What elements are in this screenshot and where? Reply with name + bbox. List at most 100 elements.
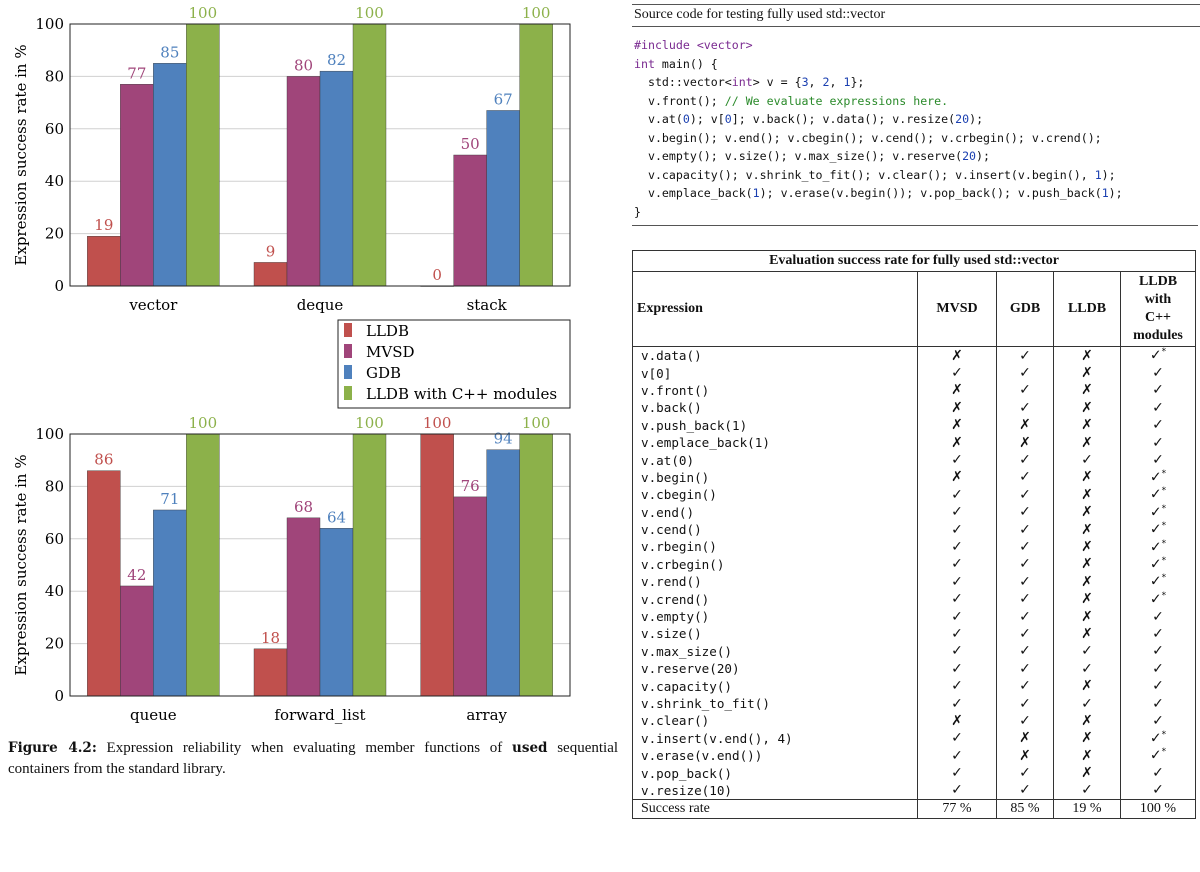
expression-cell: v.push_back(1) xyxy=(632,416,918,434)
bar-lldb-with-c-modules-forward-list xyxy=(352,433,387,697)
result-cell: ✗ xyxy=(917,346,997,365)
header-lldb: LLDB xyxy=(1053,271,1121,347)
bar-gdb-deque xyxy=(319,70,354,287)
y-tick-label: 40 xyxy=(45,582,64,600)
data-label: 100 xyxy=(355,4,384,22)
table-row: v.push_back(1) ✗ ✗ ✗ ✓ xyxy=(632,416,1196,434)
expression-cell: v.begin() xyxy=(632,468,918,487)
bar-lldb-with-c-modules-array xyxy=(519,433,553,697)
result-cell: ✗ xyxy=(1053,607,1121,626)
code-line: v.empty(); v.size(); v.max_size(); v.res… xyxy=(634,149,990,163)
table-row: v.back() ✗ ✓ ✗ ✓ xyxy=(632,399,1196,417)
code-line: v.emplace_back(1); v.erase(v.begin()); v… xyxy=(634,186,1123,200)
caption-bold-word: used xyxy=(512,740,548,756)
result-cell: ✓ xyxy=(1120,677,1196,695)
result-cell: ✓ xyxy=(917,660,997,678)
x-tick-label: deque xyxy=(297,296,344,314)
result-cell: ✓ xyxy=(1053,781,1121,800)
caption-label: Figure 4.2: xyxy=(8,740,97,756)
result-cell: ✗ xyxy=(1053,416,1121,434)
y-tick-label: 40 xyxy=(45,172,64,190)
expression-cell: v.crbegin() xyxy=(632,555,918,574)
data-label: 67 xyxy=(494,90,513,108)
result-cell: ✓ xyxy=(917,677,997,695)
result-cell: ✓ xyxy=(917,642,997,661)
result-cell: ✓ xyxy=(996,451,1054,469)
header-gdb: GDB xyxy=(996,271,1054,347)
table-row: v.clear() ✗ ✓ ✗ ✓ xyxy=(632,712,1196,730)
result-cell: ✓ xyxy=(996,520,1054,539)
table-row: v.emplace_back(1) ✗ ✗ ✗ ✓ xyxy=(632,433,1196,452)
result-cell: ✓ xyxy=(1120,399,1196,417)
result-cell: ✓ xyxy=(996,677,1054,695)
result-cell: ✓ xyxy=(996,781,1054,800)
result-cell: ✓ xyxy=(917,573,997,591)
result-cell: ✗ xyxy=(1053,468,1121,487)
data-label: 100 xyxy=(189,4,218,22)
result-cell: ✓ xyxy=(996,660,1054,678)
legend-swatch xyxy=(344,365,352,379)
bar-lldb-array xyxy=(420,433,454,697)
bar-lldb-with-c-modules-stack xyxy=(519,23,553,287)
data-label: 68 xyxy=(294,498,313,516)
result-cell: ✓ xyxy=(1120,660,1196,678)
bar-gdb-queue xyxy=(153,509,187,697)
result-cell: ✗ xyxy=(917,712,997,730)
y-tick-label: 100 xyxy=(35,425,64,443)
header-lldb-modules-text: LLDB with C++ modules xyxy=(1133,274,1183,343)
result-cell: ✓ xyxy=(996,590,1054,608)
result-cell: ✗ xyxy=(1053,503,1121,521)
result-cell: ✓* xyxy=(1120,729,1196,747)
result-cell: ✓ xyxy=(1053,642,1121,661)
x-tick-label: vector xyxy=(128,296,178,314)
expression-cell: v.end() xyxy=(632,503,918,521)
result-cell: ✗ xyxy=(1053,433,1121,452)
result-cell: ✓ xyxy=(917,486,997,504)
data-label: 0 xyxy=(432,266,442,284)
result-cell: ✓* xyxy=(1120,346,1196,365)
figure-caption: Figure 4.2: Expression reliability when … xyxy=(8,738,618,780)
table-row: v.erase(v.end()) ✓ ✗ ✗ ✓* xyxy=(632,746,1196,765)
result-cell: ✓ xyxy=(917,781,997,800)
expression-cell: v.front() xyxy=(632,381,918,400)
expression-cell: v.back() xyxy=(632,399,918,417)
y-axis-label: Expression success rate in % xyxy=(12,454,30,675)
header-expression: Expression xyxy=(632,271,918,347)
data-label: 85 xyxy=(160,43,179,61)
result-cell: ✓* xyxy=(1120,555,1196,574)
y-tick-label: 60 xyxy=(45,530,64,548)
table-row: v.size() ✓ ✓ ✗ ✓ xyxy=(632,625,1196,643)
y-tick-label: 60 xyxy=(45,120,64,138)
result-cell: ✓ xyxy=(1120,381,1196,400)
code-line: int main() { xyxy=(634,56,718,71)
header-mvsd: MVSD xyxy=(917,271,997,347)
bar-mvsd-vector xyxy=(120,84,154,287)
bar-lldb-with-c-modules-queue xyxy=(186,433,220,697)
result-cell: ✓ xyxy=(917,555,997,574)
result-cell: ✓ xyxy=(917,503,997,521)
bar-mvsd-forward-list xyxy=(286,517,321,697)
x-tick-label: array xyxy=(466,706,507,724)
table-row: v.front() ✗ ✓ ✗ ✓ xyxy=(632,381,1196,400)
legend-entry: LLDB with C++ modules xyxy=(366,385,557,403)
data-label: 64 xyxy=(327,508,346,526)
table-row: v.reserve(20) ✓ ✓ ✓ ✓ xyxy=(632,660,1196,678)
table-row: v[0] ✓ ✓ ✗ ✓ xyxy=(632,364,1196,382)
table-row: v.rend() ✓ ✓ ✗ ✓* xyxy=(632,573,1196,591)
code-line: #include <vector> xyxy=(634,38,753,52)
legend-entry: LLDB xyxy=(366,322,409,340)
result-cell: ✓ xyxy=(1120,764,1196,782)
code-line: std::vector<int> v = {3, 2, 1}; xyxy=(634,75,865,89)
footer-gdb: 85 % xyxy=(996,799,1054,820)
result-cell: ✗ xyxy=(917,399,997,417)
result-cell: ✗ xyxy=(996,416,1054,434)
bar-lldb-queue xyxy=(87,470,121,697)
result-cell: ✓ xyxy=(1120,781,1196,800)
y-tick-label: 80 xyxy=(45,477,64,495)
legend-entry: GDB xyxy=(366,364,401,382)
table-row: v.pop_back() ✓ ✓ ✗ ✓ xyxy=(632,764,1196,782)
x-tick-label: stack xyxy=(467,296,508,314)
y-tick-label: 0 xyxy=(54,277,64,295)
result-cell: ✗ xyxy=(1053,729,1121,747)
result-cell: ✓ xyxy=(917,694,997,713)
